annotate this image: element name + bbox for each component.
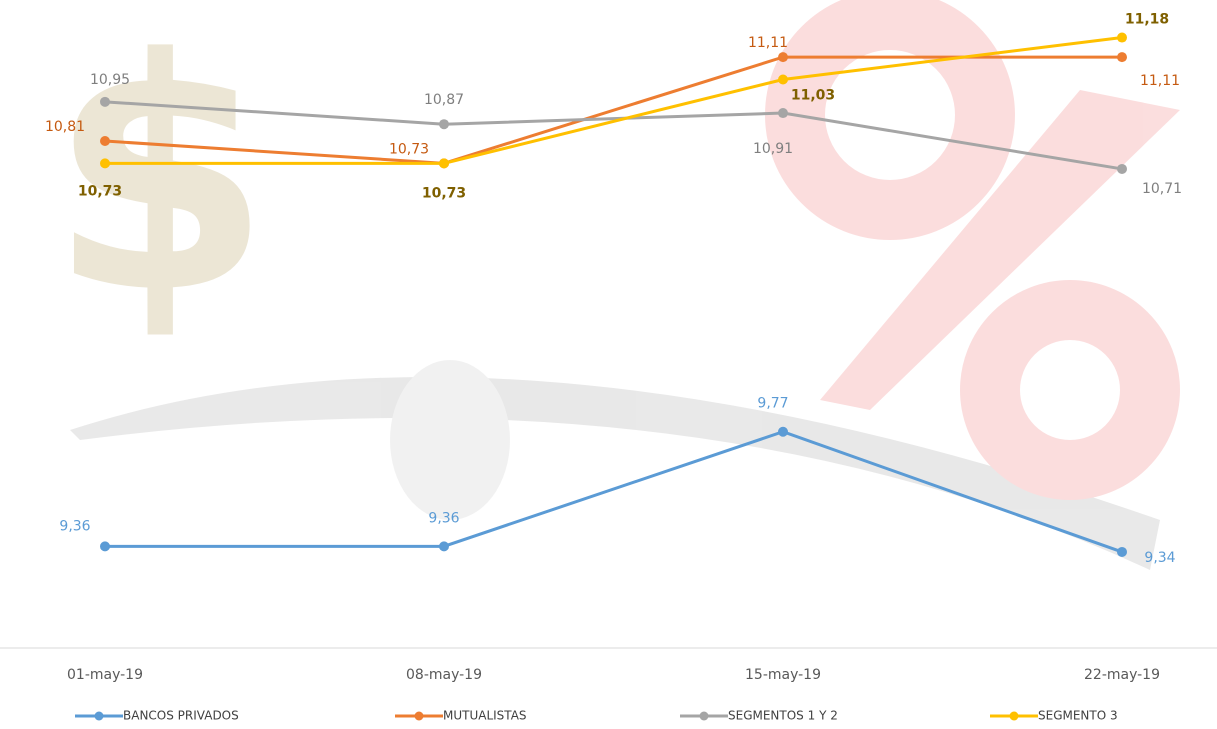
data-label: 10,95 — [90, 72, 130, 88]
x-tick-label: 22-may-19 — [1084, 667, 1160, 683]
data-label: 9,36 — [59, 518, 90, 534]
x-tick-label: 15-may-19 — [745, 667, 821, 683]
dollar-sign: $ — [49, 0, 272, 364]
data-label: 9,77 — [757, 396, 788, 412]
seesaw — [70, 377, 1160, 570]
data-point — [1117, 52, 1127, 63]
data-label: 10,73 — [78, 183, 122, 199]
legend-label: MUTUALISTAS — [443, 709, 527, 723]
data-label: 11,11 — [748, 35, 788, 51]
legend-marker — [414, 711, 424, 721]
data-label: 10,73 — [422, 185, 466, 201]
data-label: 10,91 — [753, 141, 793, 157]
data-point — [439, 541, 449, 552]
legend-marker — [1009, 711, 1019, 721]
percent-bar — [820, 90, 1180, 410]
data-label: 10,87 — [424, 92, 464, 108]
legend-marker — [94, 711, 104, 721]
data-point — [100, 135, 110, 146]
data-point — [100, 96, 110, 107]
percent-ring — [765, 0, 1015, 240]
data-point — [439, 158, 449, 169]
legend-label: SEGMENTOS 1 Y 2 — [728, 709, 838, 723]
data-point — [100, 158, 110, 169]
data-point — [778, 52, 788, 63]
data-label: 10,71 — [1142, 181, 1182, 197]
data-point — [778, 74, 788, 85]
data-point — [778, 108, 788, 119]
data-label: 9,34 — [1144, 550, 1175, 566]
x-tick-label: 01-may-19 — [67, 667, 143, 683]
data-point — [1117, 546, 1127, 557]
data-point — [1117, 163, 1127, 174]
data-label: 10,81 — [45, 119, 85, 135]
x-tick-label: 08-may-19 — [406, 667, 482, 683]
data-point — [1117, 32, 1127, 43]
data-point — [100, 541, 110, 552]
legend-marker — [699, 711, 709, 721]
series-line — [105, 430, 1123, 554]
data-label: 9,36 — [428, 510, 459, 526]
percent-ring — [960, 280, 1180, 500]
background-art: $ — [49, 0, 1180, 570]
data-label: 11,03 — [791, 87, 835, 103]
data-label: 10,73 — [389, 141, 429, 157]
series-line — [104, 100, 1123, 171]
legend-label: BANCOS PRIVADOS — [123, 709, 239, 723]
data-label: 11,18 — [1125, 12, 1169, 28]
cylinder — [390, 360, 510, 520]
data-label: 11,11 — [1140, 73, 1180, 89]
data-point — [439, 119, 449, 130]
series-line — [105, 36, 1123, 165]
data-point — [778, 426, 788, 437]
legend-label: SEGMENTO 3 — [1038, 709, 1118, 723]
